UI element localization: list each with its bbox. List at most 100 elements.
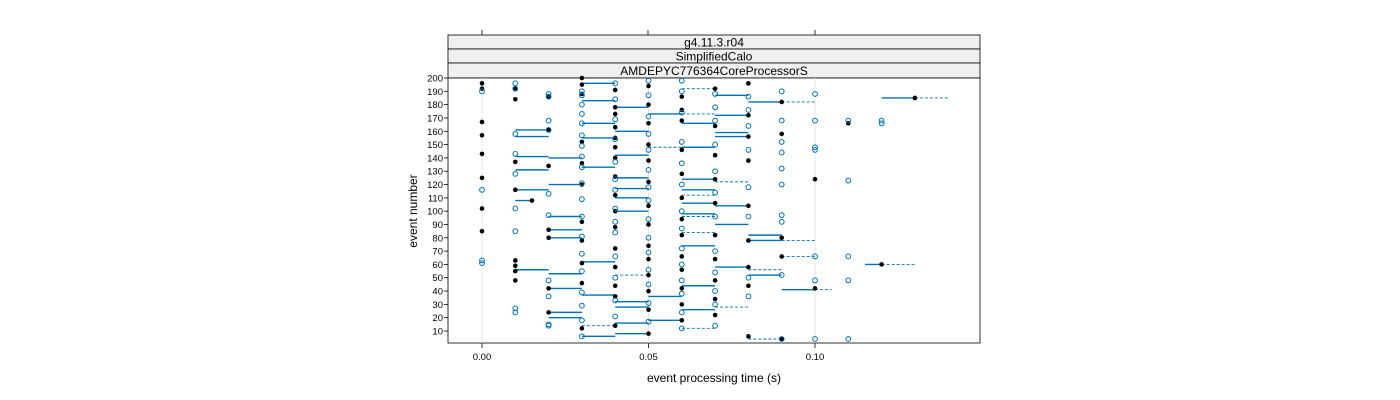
point-series1-3	[479, 260, 485, 267]
point-series1-67	[645, 266, 652, 273]
point-series0-61	[646, 272, 651, 278]
point-series1-126	[845, 336, 852, 342]
point-series0-68	[679, 147, 685, 153]
point-series1-37	[579, 268, 585, 274]
point-series1-32	[579, 180, 585, 187]
point-series0-74	[679, 267, 685, 273]
point-series1-4	[512, 80, 519, 87]
point-series0-53	[646, 120, 651, 126]
point-series1-99	[745, 123, 752, 129]
point-series0-98	[779, 131, 784, 137]
point-series1-66	[645, 249, 652, 256]
point-series0-93	[746, 238, 751, 243]
point-series0-4	[479, 151, 485, 157]
point-series0-37	[612, 111, 618, 117]
point-series0-57	[646, 203, 651, 209]
point-series1-24	[579, 92, 585, 99]
point-series1-6	[512, 131, 519, 137]
y-tick-label-19: 200	[427, 74, 443, 85]
point-series1-45	[612, 136, 619, 143]
point-series1-19	[545, 277, 552, 284]
point-series1-55	[612, 313, 619, 320]
point-series0-14	[513, 268, 518, 274]
point-series1-35	[579, 233, 585, 240]
point-series0-100	[779, 254, 784, 259]
y-tick-label-13: 140	[427, 153, 443, 164]
point-series1-28	[579, 132, 585, 139]
y-tick-label-1: 20	[432, 313, 443, 324]
point-series0-45	[612, 224, 618, 230]
point-series1-124	[845, 253, 852, 260]
point-series1-39	[579, 302, 585, 309]
point-series0-90	[746, 134, 751, 139]
point-series1-76	[678, 181, 685, 188]
point-series1-68	[645, 281, 652, 288]
point-series1-122	[845, 117, 852, 124]
point-series1-128	[878, 120, 885, 127]
point-series0-80	[712, 152, 718, 158]
point-series1-89	[712, 168, 718, 175]
x-axis: 0.00 0.05 0.10	[473, 343, 825, 363]
point-series1-110	[778, 181, 785, 188]
point-series0-16	[529, 198, 535, 203]
point-series0-38	[612, 124, 618, 130]
point-series1-52	[612, 253, 619, 260]
point-series0-83	[712, 232, 718, 238]
point-series1-15	[545, 117, 552, 124]
point-series1-74	[678, 139, 685, 145]
point-series0-0	[479, 81, 485, 86]
point-series0-84	[712, 256, 718, 262]
point-series1-59	[645, 131, 652, 137]
point-series0-58	[646, 222, 651, 227]
point-series1-0	[479, 88, 485, 95]
point-series1-113	[778, 272, 785, 278]
point-series1-94	[712, 288, 718, 294]
point-series1-83	[678, 309, 685, 316]
strip-label-2: SimplifiedCalo	[676, 50, 753, 64]
point-series0-67	[679, 118, 685, 123]
point-series0-54	[646, 142, 651, 147]
point-series0-72	[679, 232, 685, 238]
point-series1-44	[612, 116, 619, 123]
point-series0-79	[712, 123, 718, 129]
point-series0-70	[679, 195, 685, 201]
point-series1-51	[612, 229, 619, 236]
point-series0-76	[679, 302, 685, 307]
point-series1-46	[612, 158, 619, 165]
point-series0-105	[879, 262, 884, 267]
point-series1-86	[712, 104, 718, 111]
y-tick-label-17: 180	[427, 100, 443, 111]
point-series1-13	[545, 91, 552, 97]
y-tick-label-8: 90	[432, 220, 443, 231]
point-series0-106	[912, 95, 918, 101]
point-series0-13	[513, 263, 518, 269]
point-series1-123	[845, 177, 852, 184]
point-series1-97	[745, 93, 752, 100]
point-series0-32	[579, 260, 585, 266]
point-series0-15	[513, 278, 518, 283]
strip-group: g4.11.3.r04 SimplifiedCalo AMDEPYC776364…	[447, 34, 981, 79]
x-tick-label-2: 0.10	[806, 352, 825, 363]
point-series1-85	[712, 91, 718, 97]
point-series1-18	[545, 212, 552, 219]
point-series1-60	[645, 147, 652, 153]
y-axis-title: event number	[406, 174, 420, 247]
point-series1-30	[579, 153, 585, 160]
point-series0-34	[579, 326, 585, 331]
point-series1-115	[812, 91, 818, 97]
point-series0-78	[712, 86, 718, 91]
point-series0-63	[646, 307, 651, 313]
top-ticks	[481, 30, 816, 35]
point-series1-22	[545, 322, 552, 329]
point-series0-7	[479, 228, 485, 234]
point-series0-12	[513, 258, 518, 263]
point-series0-96	[746, 334, 751, 339]
point-series1-117	[812, 144, 818, 151]
point-series1-121	[812, 336, 818, 342]
point-series1-90	[712, 189, 718, 196]
point-series1-106	[778, 117, 785, 124]
point-series0-97	[779, 99, 784, 105]
y-tick-label-3: 40	[432, 287, 443, 298]
point-series0-69	[679, 171, 685, 177]
point-series0-22	[546, 286, 551, 291]
